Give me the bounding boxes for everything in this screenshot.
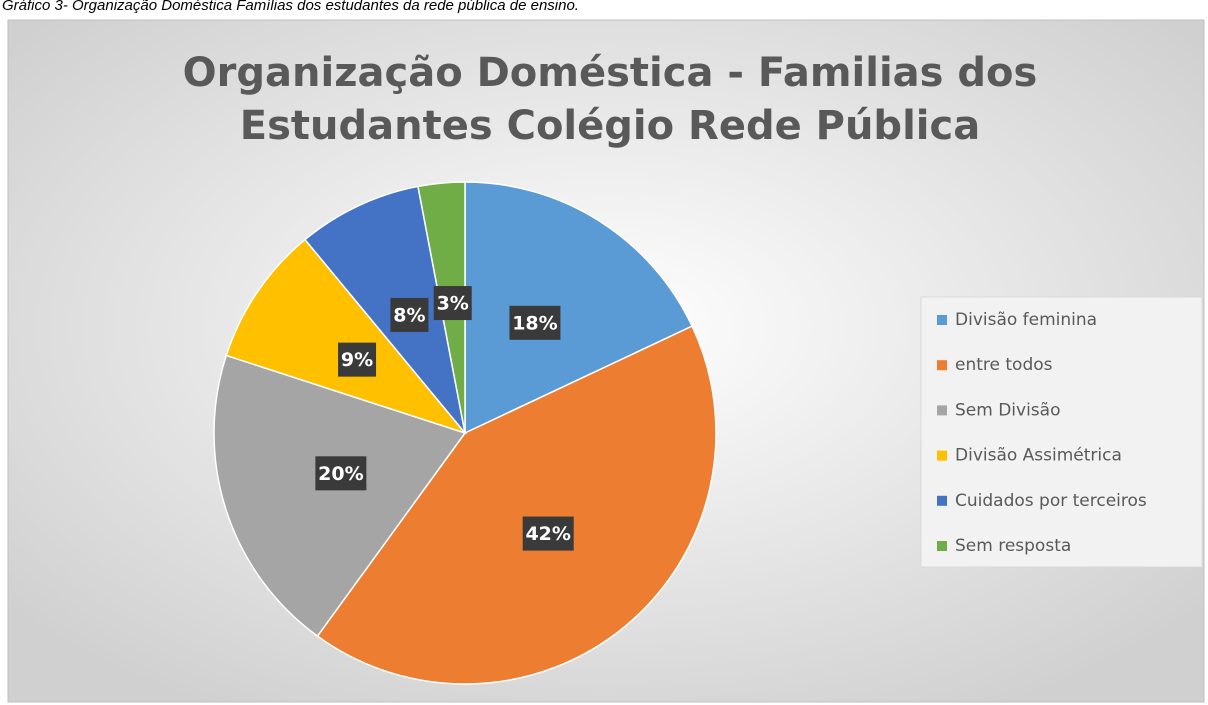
legend-swatch [937,541,947,551]
legend-swatch [937,495,947,506]
data-label-box [509,305,561,340]
pie-slice [303,185,466,434]
data-label: 20% [318,463,363,485]
legend-label: Sem Divisão [955,400,1061,420]
pie-slice [213,354,467,638]
legend-swatch [937,450,947,461]
legend-label: Sem resposta [955,536,1071,556]
legend-swatch [937,360,947,371]
legend [920,296,1203,568]
legend-label: Divisão Assimétrica [955,446,1122,466]
pie-slice [225,238,468,435]
legend-swatch [937,315,947,325]
data-label: 9% [341,349,373,371]
data-label: 3% [437,293,469,315]
data-label-box [315,456,367,491]
caption: Gráfico 3- Organização Doméstica Família… [2,0,579,14]
pie-slice [316,325,717,685]
legend-label: Divisão feminina [955,310,1097,330]
data-label-box [338,342,377,377]
chart-title: Estudantes Colégio Rede Pública [240,103,980,149]
legend-swatch [937,405,947,416]
data-label-box [433,286,472,321]
pie-slice [464,181,694,435]
data-label: 18% [512,312,557,334]
data-label: 42% [525,523,570,545]
data-label-box [390,297,429,332]
legend-label: Cuidados por terceiros [955,491,1147,511]
data-label-box [522,516,574,551]
legend-label: entre todos [955,355,1053,375]
data-label: 8% [393,304,425,326]
chart-title: Organização Doméstica - Familias dos [183,50,1038,96]
